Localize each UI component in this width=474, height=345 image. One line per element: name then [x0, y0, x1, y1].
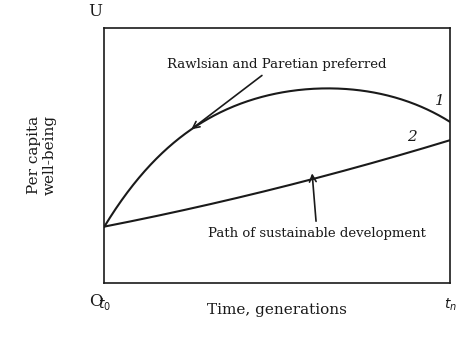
Text: O: O — [89, 293, 102, 310]
Text: 2: 2 — [407, 130, 417, 144]
Text: $t_0$: $t_0$ — [98, 297, 111, 313]
Text: Rawlsian and Paretian preferred: Rawlsian and Paretian preferred — [166, 58, 386, 128]
Text: Per capita
well-being: Per capita well-being — [27, 115, 57, 195]
Text: $t_n$: $t_n$ — [444, 297, 457, 313]
Text: Path of sustainable development: Path of sustainable development — [208, 175, 426, 240]
Text: 1: 1 — [435, 94, 445, 108]
Text: Time, generations: Time, generations — [207, 303, 347, 317]
Text: U: U — [89, 3, 103, 20]
